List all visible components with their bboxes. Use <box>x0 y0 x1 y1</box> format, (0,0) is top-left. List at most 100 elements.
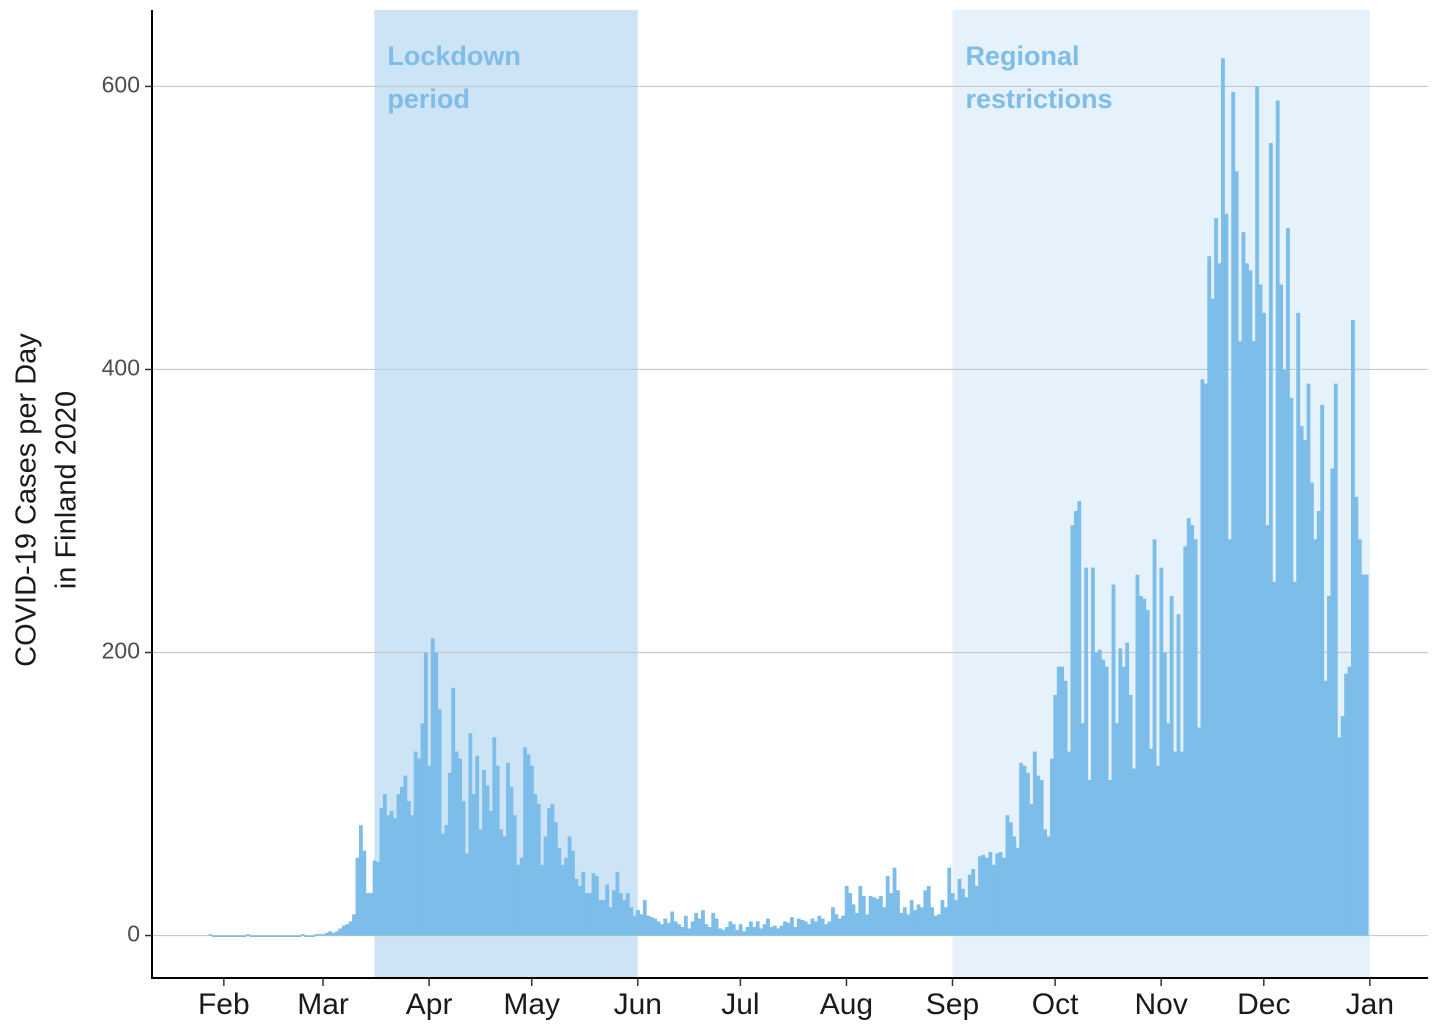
bar <box>338 928 343 936</box>
bar <box>485 785 490 936</box>
bar <box>1162 652 1167 936</box>
bar <box>964 897 969 936</box>
bar <box>827 921 832 936</box>
bar <box>492 737 497 936</box>
bar <box>533 794 538 936</box>
bar <box>766 918 770 936</box>
bar <box>273 935 278 938</box>
bar <box>471 794 476 936</box>
bar <box>649 917 654 936</box>
bar <box>386 815 391 936</box>
bar <box>591 873 596 936</box>
bar <box>444 825 449 936</box>
bar <box>413 751 418 936</box>
bar <box>961 888 965 936</box>
bar <box>690 921 695 936</box>
bar <box>595 876 599 936</box>
bar <box>1063 680 1068 936</box>
bar <box>916 904 921 936</box>
bar <box>772 925 777 936</box>
bar <box>1272 581 1277 936</box>
bar <box>680 927 685 936</box>
bar <box>1077 501 1082 936</box>
bar <box>694 912 699 936</box>
bar <box>324 932 329 936</box>
bar <box>978 856 982 936</box>
bar <box>311 935 315 938</box>
bar <box>577 886 582 936</box>
bar <box>1132 768 1136 936</box>
bar <box>584 893 589 936</box>
bar <box>259 935 264 938</box>
bar <box>1351 319 1355 936</box>
bar <box>547 808 551 936</box>
bar <box>307 935 312 938</box>
bar <box>851 904 856 936</box>
bar <box>813 921 818 936</box>
bar <box>465 853 469 936</box>
bar <box>1190 525 1195 936</box>
bar <box>933 915 938 936</box>
bar <box>663 918 668 936</box>
bar <box>1073 510 1078 936</box>
bar <box>947 867 952 936</box>
region-label: Regional <box>965 41 1079 71</box>
bar <box>1268 143 1273 936</box>
bar <box>824 924 829 936</box>
bar <box>1214 218 1219 936</box>
bar <box>831 907 835 936</box>
y-tick-label: 600 <box>102 71 140 97</box>
bar <box>721 929 726 936</box>
bar <box>889 893 894 936</box>
bar <box>697 918 702 936</box>
bar <box>790 917 794 936</box>
bar <box>666 922 671 936</box>
bar <box>1166 723 1171 936</box>
bar <box>512 815 517 936</box>
bar <box>834 914 839 936</box>
bar <box>1361 574 1366 936</box>
bar <box>714 918 719 936</box>
bar <box>1046 836 1051 936</box>
bar <box>1039 779 1044 936</box>
bar <box>625 893 630 936</box>
bar <box>208 934 213 936</box>
bar <box>270 935 274 938</box>
bar <box>588 893 592 936</box>
bars <box>208 58 1369 938</box>
x-tick-label: Dec <box>1237 988 1290 1021</box>
bar <box>1275 100 1280 936</box>
bar <box>752 927 757 936</box>
bar <box>1224 213 1229 936</box>
bar <box>1330 468 1335 936</box>
bar <box>1152 539 1157 936</box>
bar <box>430 638 435 936</box>
bar <box>601 900 606 936</box>
bar <box>817 915 822 936</box>
bar <box>341 925 346 936</box>
bar <box>1084 567 1089 936</box>
bar <box>755 921 760 936</box>
bar <box>937 914 941 936</box>
x-tick-label: Feb <box>198 988 250 1021</box>
bar <box>1207 256 1212 936</box>
bar <box>605 884 610 936</box>
bar <box>1244 263 1249 936</box>
bar <box>246 934 250 936</box>
x-tick-label: Aug <box>820 988 873 1021</box>
bar <box>1282 369 1287 936</box>
bar <box>940 900 945 936</box>
bar <box>677 924 681 936</box>
bar <box>974 886 979 936</box>
bar <box>482 769 486 936</box>
bar <box>943 907 948 936</box>
bar <box>984 857 989 936</box>
bar <box>348 921 353 936</box>
bar <box>1299 426 1304 936</box>
bar <box>1176 614 1181 936</box>
bar <box>369 893 374 936</box>
bar <box>335 931 339 936</box>
bar <box>783 921 787 936</box>
bar <box>1026 772 1030 936</box>
bar <box>328 931 332 936</box>
